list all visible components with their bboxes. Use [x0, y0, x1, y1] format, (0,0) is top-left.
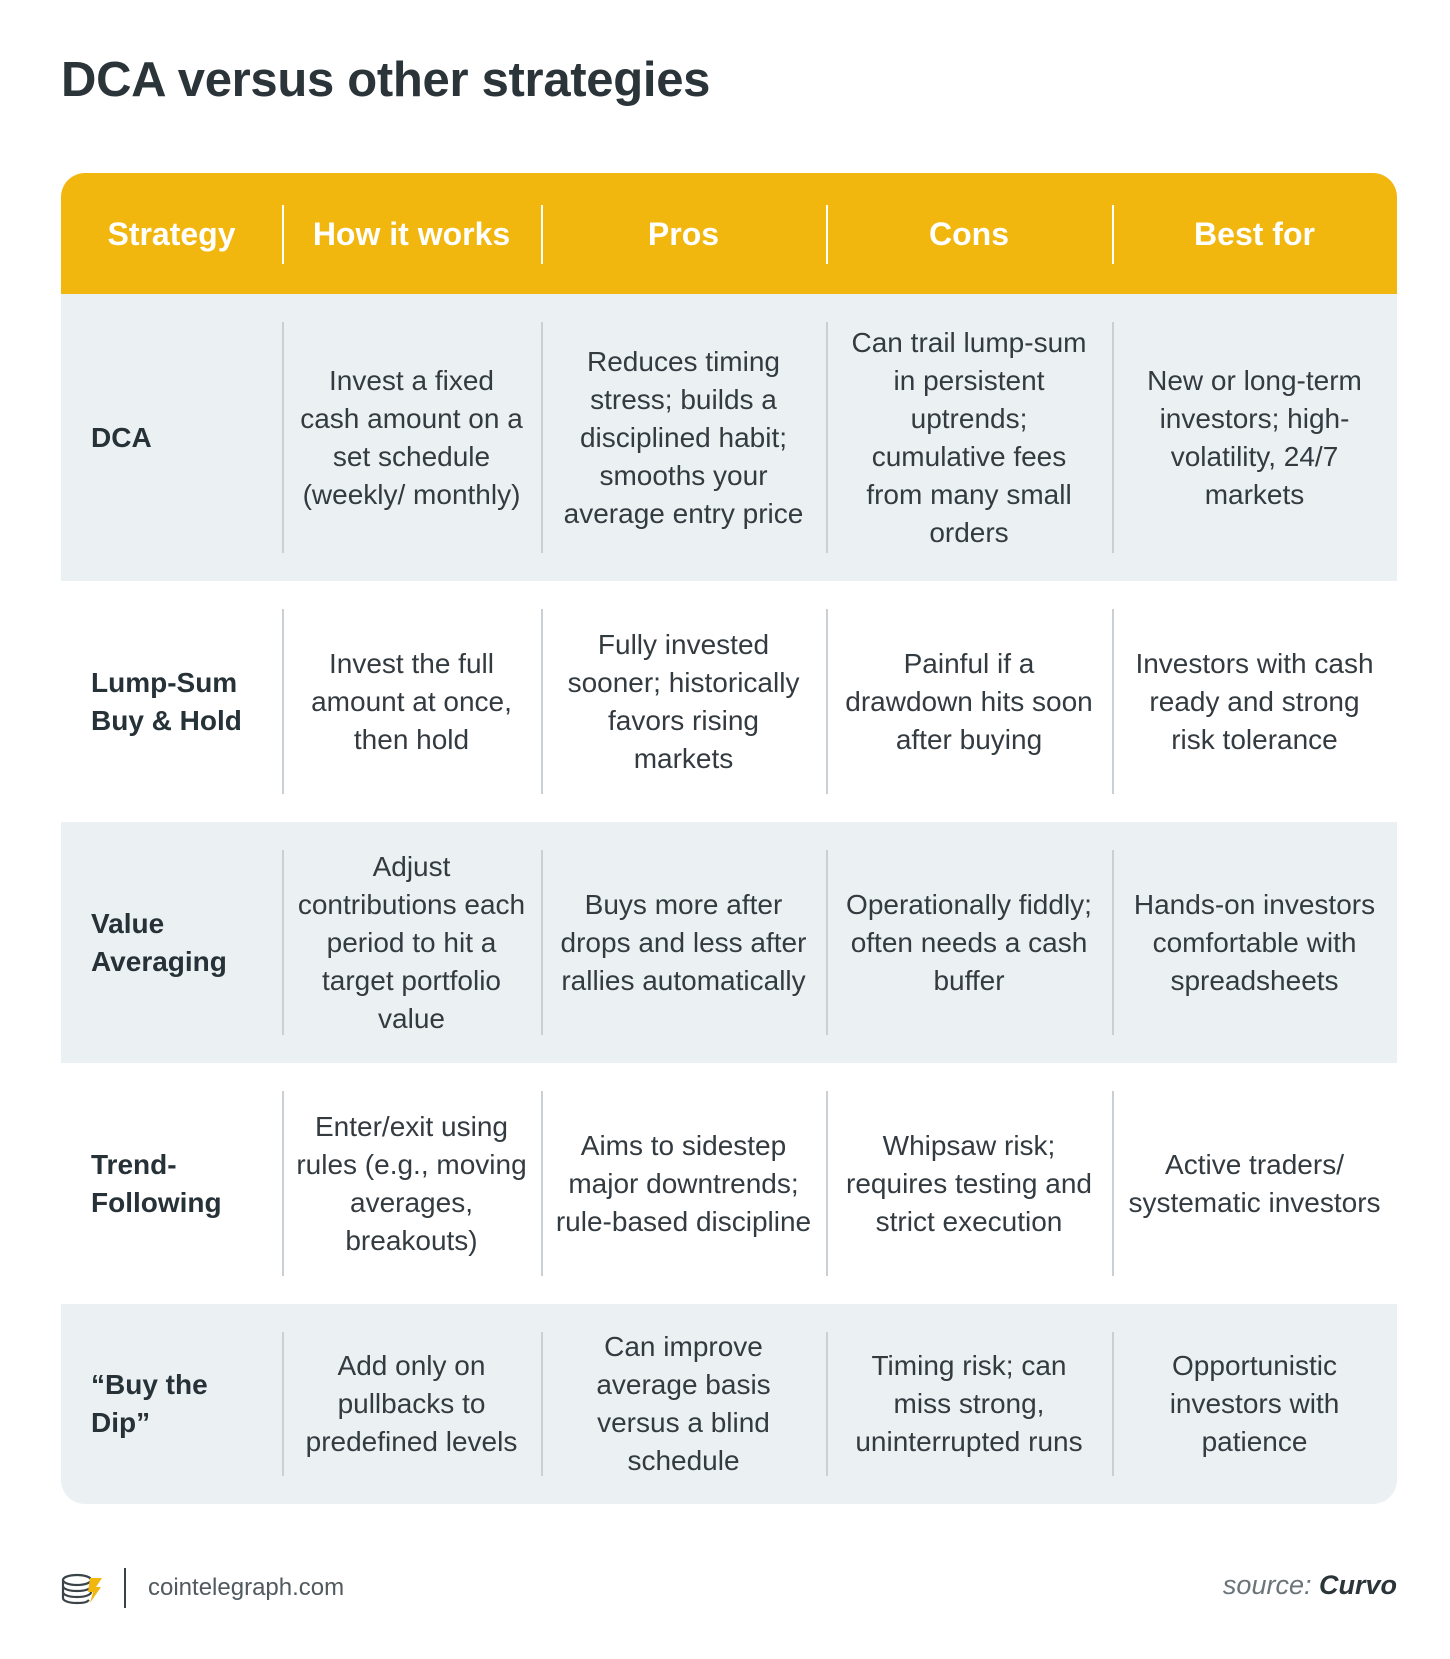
site-link[interactable]: cointelegraph.com	[148, 1574, 345, 1601]
best-for-cell: New or long-term investors; high-volatil…	[1112, 294, 1397, 581]
footer: cointelegraph.com	[60, 1568, 344, 1608]
strategy-comparison-table: Strategy How it works Pros Cons Best for…	[61, 173, 1397, 1504]
header-how-it-works: How it works	[282, 173, 541, 294]
table-row: Lump-Sum Buy & Hold Invest the full amou…	[61, 581, 1397, 822]
header-best-for: Best for	[1112, 173, 1397, 294]
cons-cell: Can trail lump-sum in persistent uptrend…	[826, 294, 1112, 581]
header-strategy: Strategy	[107, 215, 236, 252]
cointelegraph-logo-icon	[61, 1573, 102, 1605]
strategy-cell: DCA	[91, 421, 152, 453]
cons-cell: Whipsaw risk; requires testing and stric…	[826, 1063, 1112, 1304]
best-for-cell: Hands-on investors comfortable with spre…	[1112, 822, 1397, 1063]
best-for-cell: Investors with cash ready and strong ris…	[1112, 581, 1397, 822]
source-name: Curvo	[1318, 1570, 1397, 1600]
how-it-works-cell: Adjust contributions each period to hit …	[282, 822, 541, 1063]
pros-cell: Buys more after drops and less after ral…	[541, 822, 826, 1063]
pros-cell: Can improve average basis versus a blind…	[541, 1304, 826, 1504]
strategy-cell: Value Averaging	[91, 907, 227, 977]
source-credit: source: Curvo	[1223, 1570, 1397, 1601]
how-it-works-cell: Enter/exit using rules (e.g., moving ave…	[282, 1063, 541, 1304]
how-it-works-cell: Invest a fixed cash amount on a set sche…	[282, 294, 541, 581]
strategy-cell: “Buy the Dip”	[91, 1369, 208, 1438]
table-row: Trend-Following Enter/exit using rules (…	[61, 1063, 1397, 1304]
strategy-cell: Lump-Sum Buy & Hold	[91, 666, 242, 736]
cons-cell: Painful if a drawdown hits soon after bu…	[826, 581, 1112, 822]
table-row: Value Averaging Adjust contributions eac…	[61, 822, 1397, 1063]
header-cons: Cons	[826, 173, 1112, 294]
pros-cell: Aims to sidestep major downtrends; rule-…	[541, 1063, 826, 1304]
cons-cell: Timing risk; can miss strong, uninterrup…	[826, 1304, 1112, 1504]
table-row: DCA Invest a fixed cash amount on a set …	[61, 294, 1397, 581]
cons-cell: Operationally fiddly; often needs a cash…	[826, 822, 1112, 1063]
strategy-cell: Trend-Following	[91, 1148, 222, 1218]
how-it-works-cell: Add only on pullbacks to predefined leve…	[282, 1304, 541, 1504]
pros-cell: Fully invested sooner; historically favo…	[541, 581, 826, 822]
footer-divider	[124, 1568, 126, 1608]
source-label: source:	[1222, 1570, 1312, 1600]
pros-cell: Reduces timing stress; builds a discipli…	[541, 294, 826, 581]
table-header-row: Strategy How it works Pros Cons Best for	[61, 173, 1397, 294]
best-for-cell: Opportunistic investors with patience	[1112, 1304, 1397, 1504]
table-row: “Buy the Dip” Add only on pullbacks to p…	[61, 1304, 1397, 1504]
how-it-works-cell: Invest the full amount at once, then hol…	[282, 581, 541, 822]
best-for-cell: Active traders/ systematic investors	[1112, 1063, 1397, 1304]
header-pros: Pros	[541, 173, 826, 294]
page-title: DCA versus other strategies	[61, 53, 711, 107]
